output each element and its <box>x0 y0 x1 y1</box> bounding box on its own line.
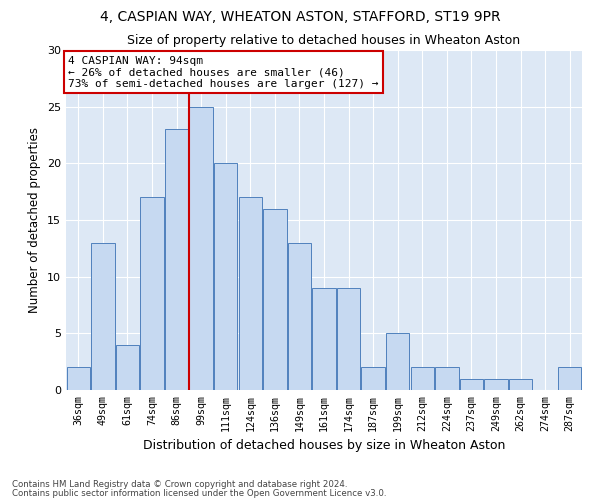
Bar <box>460 378 483 390</box>
Bar <box>558 368 581 390</box>
Bar <box>410 368 434 390</box>
Bar <box>214 164 238 390</box>
Text: 4 CASPIAN WAY: 94sqm
← 26% of detached houses are smaller (46)
73% of semi-detac: 4 CASPIAN WAY: 94sqm ← 26% of detached h… <box>68 56 379 89</box>
Bar <box>288 242 311 390</box>
Bar <box>91 242 115 390</box>
Bar <box>239 198 262 390</box>
Text: Contains public sector information licensed under the Open Government Licence v3: Contains public sector information licen… <box>12 490 386 498</box>
Bar <box>140 198 164 390</box>
Text: 4, CASPIAN WAY, WHEATON ASTON, STAFFORD, ST19 9PR: 4, CASPIAN WAY, WHEATON ASTON, STAFFORD,… <box>100 10 500 24</box>
Y-axis label: Number of detached properties: Number of detached properties <box>28 127 41 313</box>
Bar <box>190 106 213 390</box>
Bar <box>67 368 90 390</box>
Title: Size of property relative to detached houses in Wheaton Aston: Size of property relative to detached ho… <box>127 34 521 48</box>
X-axis label: Distribution of detached houses by size in Wheaton Aston: Distribution of detached houses by size … <box>143 439 505 452</box>
Bar <box>313 288 335 390</box>
Bar <box>116 344 139 390</box>
Bar <box>337 288 360 390</box>
Bar <box>165 130 188 390</box>
Bar <box>361 368 385 390</box>
Bar <box>386 334 409 390</box>
Bar <box>484 378 508 390</box>
Text: Contains HM Land Registry data © Crown copyright and database right 2024.: Contains HM Land Registry data © Crown c… <box>12 480 347 489</box>
Bar <box>263 208 287 390</box>
Bar <box>509 378 532 390</box>
Bar <box>435 368 458 390</box>
